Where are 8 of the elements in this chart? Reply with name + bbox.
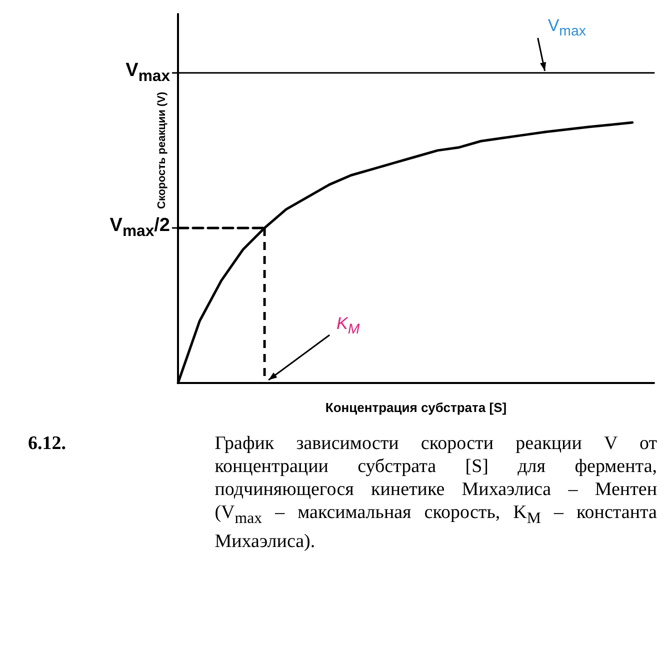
text: V$_{max}$ <box>126 60 170 87</box>
text: V$_{max}$/2 <box>110 214 170 242</box>
text: 6.12. <box>27 432 67 456</box>
x-axis-title: Концентрация субстрата [S] <box>325 400 507 415</box>
series-label: V$_{max}$ <box>548 14 586 42</box>
annotation: K$_{M}$ <box>336 313 360 340</box>
y-axis-title: Скорость реакции (V) <box>156 92 168 209</box>
text: График зависимости скорости реакции V от концентрации субстрата [S] для фермента, подчиняющегося кинетике Михаэлиса – Ментен (V$_{max}$ – максимальная скорость, K$_{M}$ – константа Михаэлиса). <box>214 433 657 552</box>
